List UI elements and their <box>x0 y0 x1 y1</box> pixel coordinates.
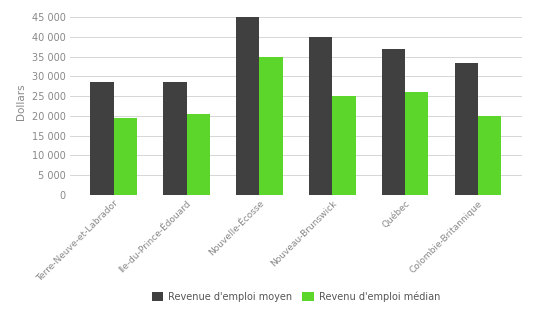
Bar <box>405 92 428 195</box>
Legend: Revenue d'emploi moyen, Revenu d'emploi médian: Revenue d'emploi moyen, Revenu d'emploi … <box>149 289 443 305</box>
Bar <box>455 62 478 195</box>
Bar <box>236 17 259 195</box>
Bar <box>114 118 137 195</box>
Bar <box>164 82 187 195</box>
Bar <box>90 82 114 195</box>
Bar <box>478 116 501 195</box>
Bar <box>332 96 356 195</box>
Bar <box>259 57 283 195</box>
Bar <box>187 114 210 195</box>
Y-axis label: Dollars: Dollars <box>16 84 26 120</box>
Bar <box>382 49 405 195</box>
Bar <box>309 37 332 195</box>
